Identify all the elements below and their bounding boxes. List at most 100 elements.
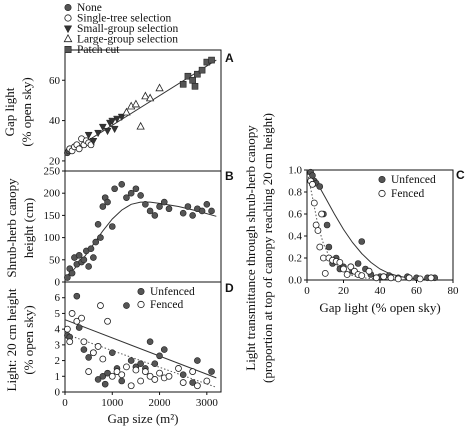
panel-a-point-filled-triangle-down [84,131,93,140]
panel-b-point-filled-circle [108,223,116,230]
panel-b-ytick-label: 200 [44,188,61,200]
panel-a-point-filled-square [194,70,201,78]
panel-c-point-filled-circle [323,221,331,229]
panel-b-point-filled-circle [203,201,211,208]
panel-b-ylabel-line1: Shrub-herb canopy [4,178,19,278]
panel-d-point-open-circle [78,314,85,322]
panel-d-point-open-circle [165,372,173,380]
panel-b-point-filled-circle [184,203,192,210]
legend-marker-filled-circle [378,176,386,184]
legend-label: Patch cut [77,44,120,56]
panel-d-frame [64,281,222,393]
panel-d-point-open-circle [118,371,126,379]
legend-marker-open-triangle-up [63,33,73,43]
panel-a-ylabel-line2: (% open sky) [19,77,34,146]
panel-d-point-open-circle [193,382,201,390]
panel-c-point-open-circle [340,265,347,273]
panel-a-point-filled-square [184,72,192,80]
panel-b-ytick-label: 100 [44,232,61,244]
panel-d-point-filled-circle [108,349,116,357]
panel-c-xtick-label: 80 [448,285,460,297]
panel-a-point-open-triangle-up [155,83,164,92]
panel-d-point-open-circle [203,377,211,385]
panel-d-fit-line-dotted [64,333,217,388]
panel-b-point-filled-circle [189,212,196,219]
panel-d-xtick-label: 2000 [149,397,172,409]
panel-d-point-open-circle [189,368,197,375]
panel-d-ytick-label: 5 [55,308,61,320]
panel-d-point-open-circle [80,338,88,346]
panel-b-point-filled-circle [85,263,92,270]
panel-d-ytick-label: 2 [55,355,61,367]
panel-d-point-open-circle [137,377,145,385]
panel-b-point-filled-circle [198,207,206,215]
legend-label: None [77,2,102,14]
panel-d-point-filled-circle [75,324,83,331]
panel-d-point-filled-circle [104,369,111,377]
panel-b-point-filled-circle [80,256,88,264]
panel-c-ytick-label: 0.8 [288,187,302,199]
panel-d-point-open-circle [94,343,102,350]
legend-label: Small-group selection [77,23,178,35]
panel-a-point-filled-triangle-down [108,117,117,126]
panel-c-point-filled-circle [309,172,316,179]
panel-d-point-filled-circle [94,376,102,383]
panel-c-point-open-circle [416,275,424,283]
panel-d-xtick-label: 1000 [101,397,124,409]
panel-d-point-filled-circle [101,380,109,388]
panel-d-point-filled-circle [189,379,196,386]
panel-a-point-open-circle [75,145,83,153]
panel-b-point-filled-circle [90,254,97,261]
panel-b-fit-line [64,201,217,278]
panel-c-fit-line-dotted [306,169,417,281]
panel-d-point-open-circle [179,379,187,386]
panel-c-point-open-circle [365,267,373,275]
panel-d-point-open-circle [113,368,121,375]
panel-d-point-open-circle [97,302,104,309]
panel-b-point-filled-circle [142,201,149,208]
panel-b-point-filled-circle [87,245,95,252]
panel-d-point-open-circle [85,368,93,375]
panel-a-point-filled-square [179,80,187,88]
panel-b-point-filled-circle [64,274,71,281]
legend-label: Unfenced [391,174,436,186]
panel-d-point-open-circle [68,310,76,317]
panel-a-point-filled-triangle-down [103,127,112,136]
panel-c-point-open-circle [343,271,351,278]
panel-c-point-open-circle [380,273,388,281]
panel-d-point-filled-circle [85,354,92,361]
panel-d-ytick-label: 3 [55,339,61,351]
panel-a-point-open-triangle-up [136,121,145,130]
panel-d-letter: D [225,281,234,295]
panel-c-point-open-circle [314,227,322,234]
panel-d-point-open-circle [132,366,140,374]
panel-d-point-filled-circle [208,368,215,375]
panel-b-point-filled-circle [92,238,100,246]
panel-a-frame [64,49,222,172]
panel-c-point-open-circle [316,243,324,251]
panel-c-point-open-circle [312,221,320,229]
legend-marker-filled-circle [137,287,145,295]
panel-b-ytick-label: 250 [44,166,61,178]
panel-d-point-filled-circle [137,360,144,368]
panel-c-point-open-circle [321,269,329,277]
panel-b-ytick-label: 50 [49,254,61,266]
panel-d-point-open-circle [104,317,111,325]
panel-c-point-open-circle [318,210,326,218]
panel-d-light-20cm: 0 1 2 3 4 5 6 0 1000 2000 3000 D Light: 20 cm heig… [4,281,234,426]
legend-marker-filled-triangle-down [63,25,73,34]
panel-b-point-filled-circle [151,212,159,219]
panel-d-xtick-label: 3000 [196,397,219,409]
panel-d-point-filled-circle [80,346,88,353]
panel-c-point-open-circle [394,275,402,283]
panel-d-point-filled-circle [123,302,130,309]
legend-marker-open-circle [64,14,72,22]
panel-c-ytick-label: 1.0 [288,165,302,177]
panel-c-ytick-label: 0.2 [288,253,302,265]
panel-b-point-filled-circle [97,234,104,241]
panel-c-ytick-label: 0.6 [288,209,302,221]
panel-a-point-filled-square [208,56,215,64]
panel-b-point-filled-circle [165,205,173,213]
